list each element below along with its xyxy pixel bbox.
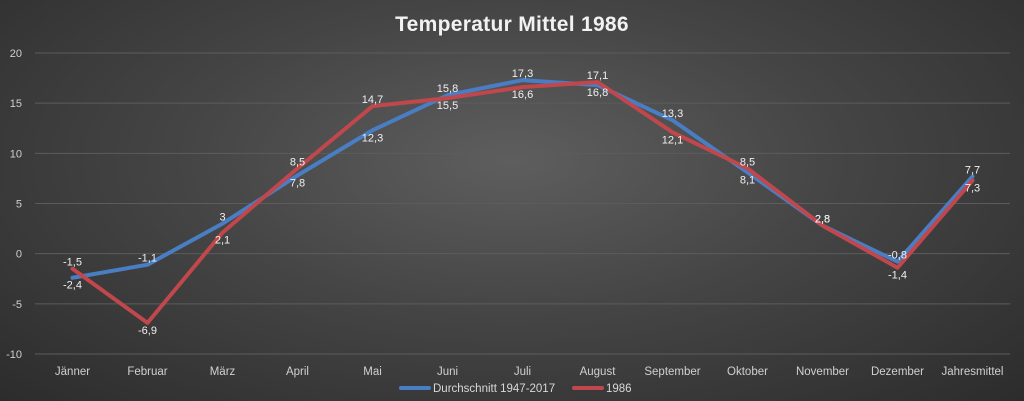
y-tick-label: 0 (16, 249, 22, 261)
data-label: 16,8 (587, 87, 608, 99)
x-tick-label: Februar (127, 366, 167, 378)
data-label: -1,5 (63, 257, 82, 269)
y-tick-label: 20 (10, 48, 22, 60)
data-label: -0,8 (888, 250, 907, 262)
data-label: -2,4 (63, 280, 82, 292)
x-tick-label: Mai (363, 366, 382, 378)
chart-title: Temperatur Mittel 1986 (395, 13, 629, 36)
x-tick-label: April (286, 366, 309, 378)
data-label: 17,3 (512, 68, 533, 80)
y-tick-label: -10 (6, 349, 22, 361)
x-tick-label: August (580, 366, 617, 378)
data-label: 7,3 (965, 182, 980, 194)
data-label: 12,3 (362, 132, 383, 144)
data-label: 14,7 (362, 94, 383, 106)
x-tick-label: Juli (514, 366, 531, 378)
data-label: 2,8 (815, 214, 830, 226)
data-label: 3 (219, 212, 225, 224)
legend-label: 1986 (606, 383, 632, 395)
data-label: 7,8 (290, 177, 305, 189)
x-tick-label: Dezember (871, 366, 924, 378)
data-label: 8,5 (740, 156, 755, 168)
x-tick-label: Jahresmittel (942, 366, 1004, 378)
data-label: 7,7 (965, 164, 980, 176)
x-tick-label: Jänner (55, 366, 90, 378)
x-tick-label: März (210, 366, 236, 378)
x-tick-label: September (644, 366, 700, 378)
series-line-year (70, 80, 975, 325)
data-label: 15,8 (437, 83, 458, 95)
x-tick-label: Juni (437, 366, 458, 378)
data-label: 17,1 (587, 70, 608, 82)
y-tick-label: 10 (10, 148, 22, 160)
data-label: 16,6 (512, 89, 533, 101)
x-tick-label: November (796, 366, 849, 378)
data-label: 15,5 (437, 100, 458, 112)
y-tick-label: 5 (16, 199, 22, 211)
data-label: 13,3 (662, 108, 683, 120)
y-tick-label: 15 (10, 98, 22, 110)
data-label: 8,5 (290, 156, 305, 168)
data-label: -1,4 (888, 270, 907, 282)
gridlines (35, 52, 1010, 355)
y-tick-label: -5 (12, 299, 22, 311)
data-label: -1,1 (138, 253, 157, 265)
data-label: 2,8 (815, 214, 830, 226)
data-label: -6,9 (138, 325, 157, 337)
data-label: 12,1 (662, 134, 683, 146)
data-label: 8,1 (740, 174, 755, 186)
data-label: 2,1 (215, 235, 230, 247)
legend-label: Durchschnitt 1947-2017 (433, 383, 555, 395)
x-tick-label: Oktober (727, 366, 768, 378)
